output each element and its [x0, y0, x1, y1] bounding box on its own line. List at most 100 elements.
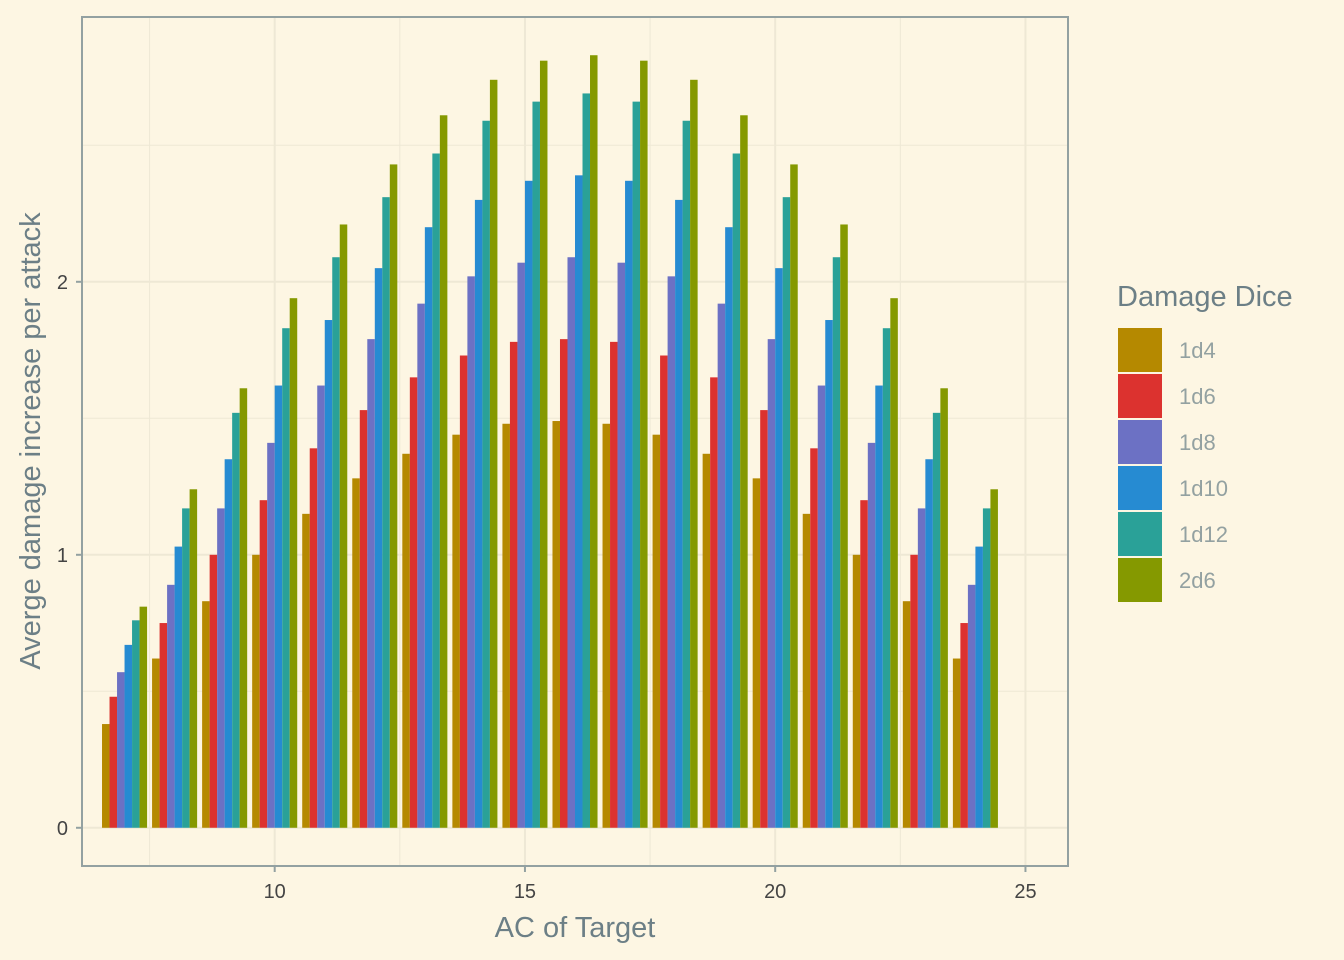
- y-axis-title: Averge damage increase per attack: [15, 212, 47, 670]
- bar-2d6-18: [690, 79, 698, 828]
- legend-key-1d8: [1116, 418, 1164, 466]
- y-tick-label: 2: [57, 272, 68, 294]
- bar-1d4-14: [452, 434, 460, 828]
- bar-2d6-8: [189, 489, 198, 828]
- bar-1d4-17: [602, 423, 611, 828]
- bar-1d12-20: [782, 197, 791, 828]
- bar-1d8-24: [967, 584, 976, 828]
- legend-label-1d8: 1d8: [1179, 430, 1216, 455]
- legend-label-1d12: 1d12: [1179, 522, 1228, 547]
- bar-1d10-24: [975, 546, 983, 828]
- bar-1d6-15: [509, 341, 518, 828]
- y-tick-label: 0: [57, 818, 68, 840]
- bar-1d8-17: [617, 262, 626, 828]
- bar-1d8-7: [117, 672, 125, 828]
- bar-1d10-18: [675, 199, 683, 828]
- bar-1d4-24: [952, 658, 961, 828]
- legend-key-1d6: [1116, 372, 1164, 420]
- bar-1d6-11: [309, 448, 318, 828]
- bar-1d4-20: [752, 478, 761, 828]
- bar-1d12-10: [282, 328, 290, 828]
- bar-1d8-15: [517, 262, 525, 828]
- axis-ticks: [76, 280, 1027, 872]
- bar-2d6-12: [389, 164, 398, 828]
- bar-1d10-11: [324, 320, 333, 828]
- bar-1d6-13: [409, 377, 418, 828]
- bar-1d10-8: [174, 546, 183, 828]
- legend-label-1d6: 1d6: [1179, 384, 1216, 409]
- bar-2d6-24: [990, 489, 998, 828]
- bar-1d4-15: [502, 423, 510, 828]
- bar-2d6-19: [740, 115, 748, 828]
- bar-1d12-18: [682, 120, 691, 828]
- bar-1d12-23: [932, 412, 941, 828]
- bar-1d12-17: [632, 101, 641, 828]
- bar-1d6-7: [109, 696, 118, 828]
- bar-1d10-15: [524, 180, 533, 828]
- bar-1d12-11: [332, 257, 340, 828]
- bar-1d4-10: [252, 554, 260, 828]
- bar-2d6-13: [439, 115, 448, 828]
- bar-1d10-14: [474, 199, 483, 828]
- bar-1d12-9: [232, 412, 240, 828]
- bar-2d6-16: [590, 55, 598, 828]
- bar-1d12-22: [882, 328, 891, 828]
- legend-key-1d10: [1116, 464, 1164, 512]
- bar-1d8-19: [717, 303, 726, 828]
- bar-1d8-20: [767, 339, 776, 828]
- bar-1d4-11: [302, 513, 310, 828]
- bar-1d8-22: [867, 442, 876, 828]
- bar-1d6-20: [760, 410, 768, 828]
- legend-items: 1d4 1d6 1d8 1d10 1d12 2d6: [1116, 326, 1228, 604]
- legend-label-1d4: 1d4: [1179, 338, 1216, 363]
- bar-1d4-22: [852, 554, 861, 828]
- x-tick-label: 10: [264, 881, 286, 903]
- bar-1d8-14: [467, 276, 475, 828]
- bar-1d8-8: [167, 584, 175, 828]
- bar-1d12-7: [132, 620, 140, 828]
- legend: Damage Dice 1d4 1d6 1d8 1d10 1d12 2d6: [1116, 281, 1293, 604]
- bar-1d10-7: [124, 644, 133, 828]
- bar-1d4-16: [552, 421, 560, 828]
- x-tick-label: 20: [764, 881, 786, 903]
- legend-label-1d10: 1d10: [1179, 476, 1228, 501]
- bar-1d4-21: [802, 513, 811, 828]
- bar-2d6-11: [339, 224, 348, 828]
- bar-1d10-17: [625, 180, 633, 828]
- bar-1d10-12: [374, 268, 383, 828]
- bar-1d6-12: [359, 410, 368, 828]
- x-tick-label: 25: [1014, 881, 1036, 903]
- bar-1d8-18: [667, 276, 676, 828]
- bar-2d6-23: [940, 388, 948, 828]
- bar-1d6-21: [810, 448, 818, 828]
- bar-1d4-19: [702, 453, 711, 828]
- bar-1d6-10: [259, 500, 268, 828]
- bar-1d6-23: [910, 554, 918, 828]
- bar-1d12-14: [482, 120, 490, 828]
- bar-1d8-13: [417, 303, 425, 828]
- bar-2d6-20: [790, 164, 798, 828]
- bar-1d12-21: [832, 257, 841, 828]
- bar-1d4-13: [402, 453, 410, 828]
- bar-1d10-22: [875, 385, 883, 828]
- bar-1d4-8: [152, 658, 160, 828]
- bar-1d4-12: [352, 478, 360, 828]
- bar-1d8-11: [317, 385, 325, 828]
- bar-1d8-9: [217, 508, 225, 828]
- bar-1d12-16: [582, 93, 591, 828]
- bar-1d10-21: [825, 320, 833, 828]
- bar-1d6-17: [610, 341, 618, 828]
- bar-2d6-17: [640, 60, 648, 828]
- bar-1d8-21: [817, 385, 826, 828]
- legend-key-1d4: [1116, 326, 1164, 374]
- legend-label-2d6: 2d6: [1179, 568, 1216, 593]
- bar-1d10-20: [775, 268, 783, 828]
- bar-1d12-15: [532, 101, 540, 828]
- bar-2d6-22: [890, 298, 898, 828]
- bar-1d4-23: [902, 601, 911, 828]
- bar-1d6-19: [710, 377, 718, 828]
- bar-2d6-10: [289, 298, 298, 828]
- bar-2d6-15: [539, 60, 548, 828]
- bar-1d8-23: [917, 508, 926, 828]
